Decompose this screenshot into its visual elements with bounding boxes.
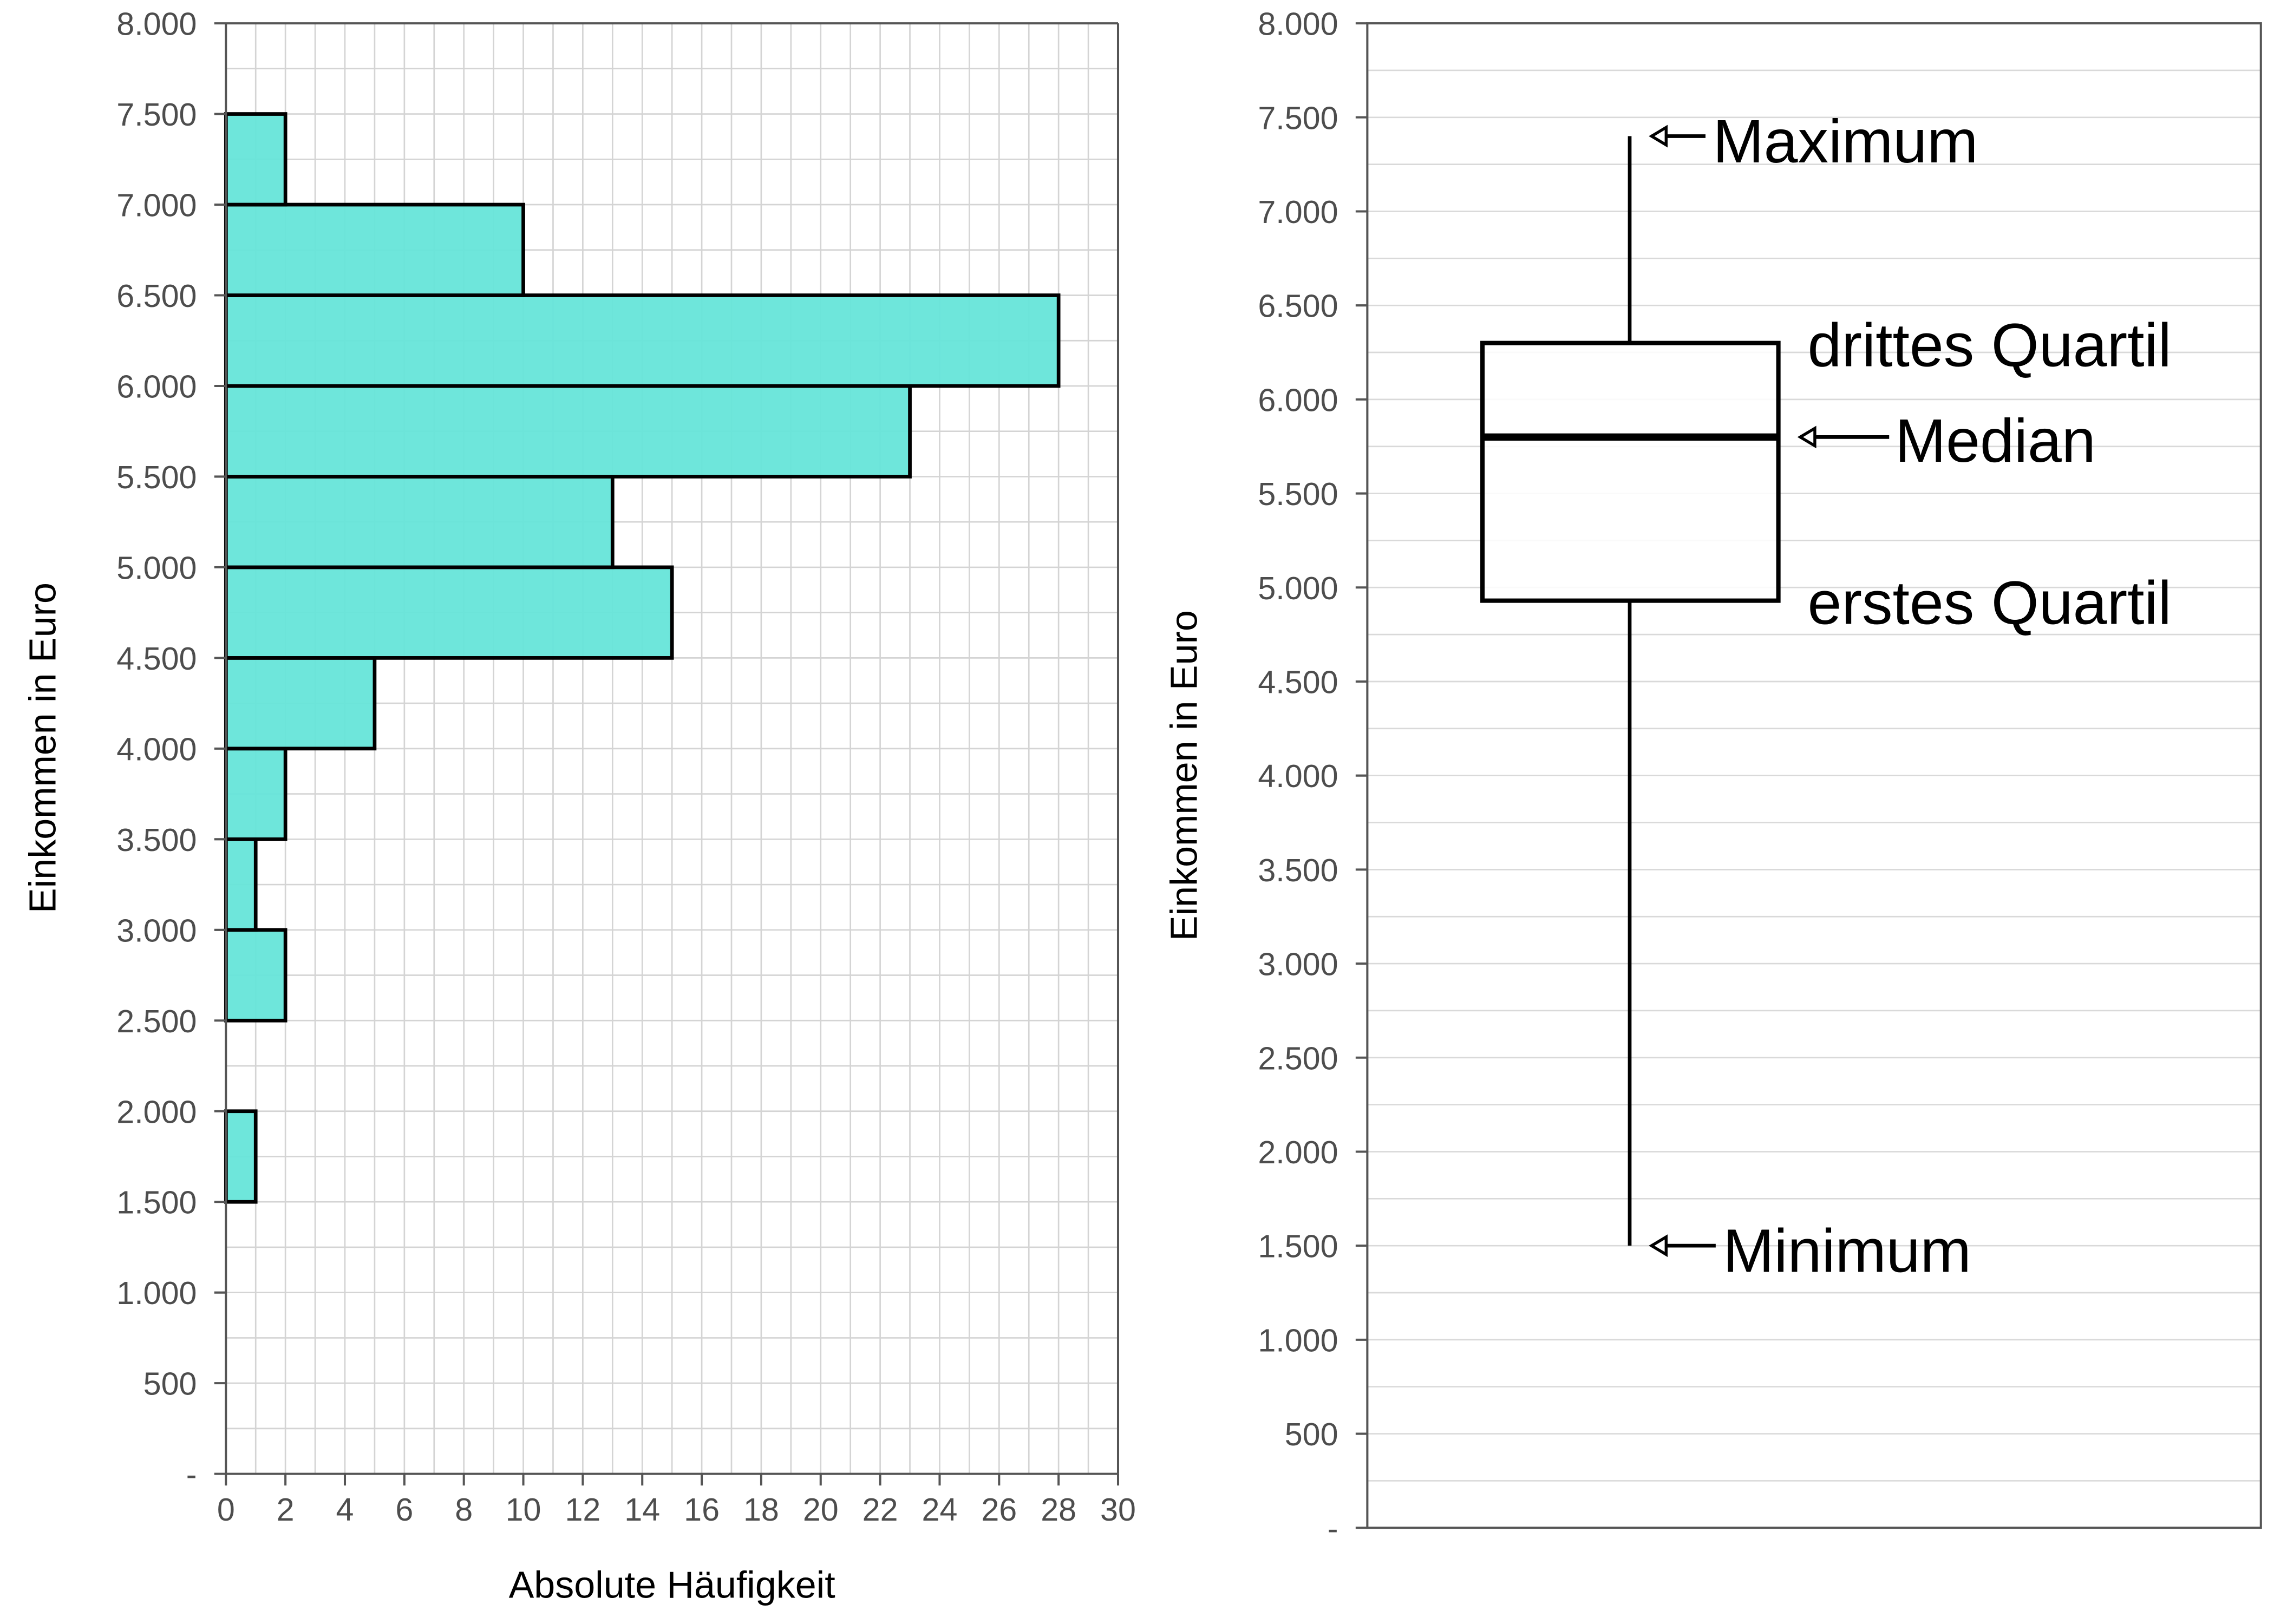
histogram-bar bbox=[224, 656, 377, 751]
x-tick-label: 2 bbox=[277, 1491, 295, 1528]
y-tick-label: 6.000 bbox=[116, 369, 197, 405]
boxplot-y-axis-label: Einkommen in Euro bbox=[1162, 610, 1205, 941]
histogram-bar bbox=[224, 1109, 258, 1204]
annotation-maximum: Maximum bbox=[1713, 107, 1978, 175]
x-tick-label: 30 bbox=[1100, 1491, 1136, 1528]
y-tick-label: 5.500 bbox=[116, 459, 197, 495]
x-tick-label: 10 bbox=[506, 1491, 541, 1528]
histogram-bar bbox=[224, 565, 674, 660]
x-tick-label: 22 bbox=[862, 1491, 898, 1528]
y-tick-label: 500 bbox=[1285, 1416, 1338, 1452]
x-tick-label: 26 bbox=[981, 1491, 1017, 1528]
y-tick-label: 2.500 bbox=[1258, 1040, 1338, 1076]
y-tick-label: 4.500 bbox=[116, 640, 197, 677]
x-tick-label: 8 bbox=[455, 1491, 473, 1528]
y-tick-label: 5.000 bbox=[116, 549, 197, 586]
y-tick-label: 500 bbox=[143, 1366, 197, 1402]
y-tick-label: - bbox=[186, 1456, 197, 1492]
histogram-bar bbox=[224, 928, 287, 1023]
y-tick-label: 8.000 bbox=[1258, 6, 1338, 42]
boxplot-chart: - 500 1.000 1.500 2.000 2.500 3.000 3.500 4.000 4… bbox=[1258, 6, 2262, 1547]
x-tick-label: 18 bbox=[743, 1491, 779, 1528]
y-tick-label: 3.500 bbox=[1258, 852, 1338, 888]
y-tick-label: 4.500 bbox=[1258, 664, 1338, 700]
y-tick-label: 3.000 bbox=[1258, 946, 1338, 983]
annotation-first-quartile: erstes Quartil bbox=[1807, 569, 2171, 637]
y-tick-label: 6.500 bbox=[1258, 288, 1338, 324]
annotation-third-quartile: drittes Quartil bbox=[1807, 311, 2171, 379]
y-tick-label: 5.000 bbox=[1258, 570, 1338, 606]
y-tick-label: 6.500 bbox=[116, 278, 197, 314]
y-tick-label: 7.500 bbox=[1258, 100, 1338, 136]
x-tick-label: 12 bbox=[565, 1491, 600, 1528]
y-tick-label: 2.000 bbox=[116, 1093, 197, 1130]
histogram-bar bbox=[224, 837, 258, 932]
y-tick-label: 3.500 bbox=[116, 822, 197, 858]
y-tick-label: 4.000 bbox=[1258, 758, 1338, 794]
y-tick-label: 2.500 bbox=[116, 1003, 197, 1039]
x-tick-label: 24 bbox=[922, 1491, 958, 1528]
y-tick-label: 1.000 bbox=[116, 1275, 197, 1311]
histogram-x-axis-label: Absolute Häufigkeit bbox=[509, 1564, 835, 1606]
y-tick-label: 3.000 bbox=[116, 912, 197, 948]
y-tick-label: 7.000 bbox=[1258, 194, 1338, 230]
annotation-median: Median bbox=[1895, 407, 2096, 475]
x-tick-label: 16 bbox=[684, 1491, 720, 1528]
y-tick-label: 7.500 bbox=[116, 96, 197, 133]
y-tick-label: 6.000 bbox=[1258, 382, 1338, 418]
y-tick-label: 1.500 bbox=[116, 1184, 197, 1221]
x-tick-label: 20 bbox=[803, 1491, 839, 1528]
maximum-arrow-head bbox=[1649, 125, 1668, 148]
median-arrow-head bbox=[1797, 425, 1816, 449]
x-tick-label: 6 bbox=[395, 1491, 413, 1528]
y-tick-label: 5.500 bbox=[1258, 476, 1338, 512]
minimum-arrow-head bbox=[1649, 1234, 1668, 1258]
y-tick-label: - bbox=[1328, 1510, 1338, 1547]
y-tick-label: 4.000 bbox=[116, 731, 197, 767]
x-tick-label: 28 bbox=[1041, 1491, 1076, 1528]
y-tick-label: 8.000 bbox=[116, 6, 197, 42]
x-tick-label: 0 bbox=[217, 1491, 235, 1528]
histogram-bar bbox=[224, 202, 525, 297]
y-tick-label: 1.000 bbox=[1258, 1322, 1338, 1358]
histogram-chart: - 500 1.000 1.500 2.000 2.500 3.000 3.500 4.000 4… bbox=[116, 6, 1136, 1528]
y-tick-label: 7.000 bbox=[116, 187, 197, 224]
histogram-bar bbox=[224, 475, 615, 569]
histogram-y-axis-label: Einkommen in Euro bbox=[21, 582, 63, 913]
histogram-bar bbox=[224, 384, 912, 479]
y-tick-label: 1.500 bbox=[1258, 1228, 1338, 1265]
histogram-bar bbox=[224, 293, 1061, 388]
annotation-minimum: Minimum bbox=[1723, 1217, 1971, 1285]
histogram-bar bbox=[224, 112, 287, 207]
x-tick-label: 4 bbox=[336, 1491, 354, 1528]
y-tick-label: 2.000 bbox=[1258, 1134, 1338, 1170]
histogram-bar bbox=[224, 746, 287, 841]
box-iqr bbox=[1480, 340, 1781, 603]
x-tick-label: 14 bbox=[624, 1491, 660, 1528]
